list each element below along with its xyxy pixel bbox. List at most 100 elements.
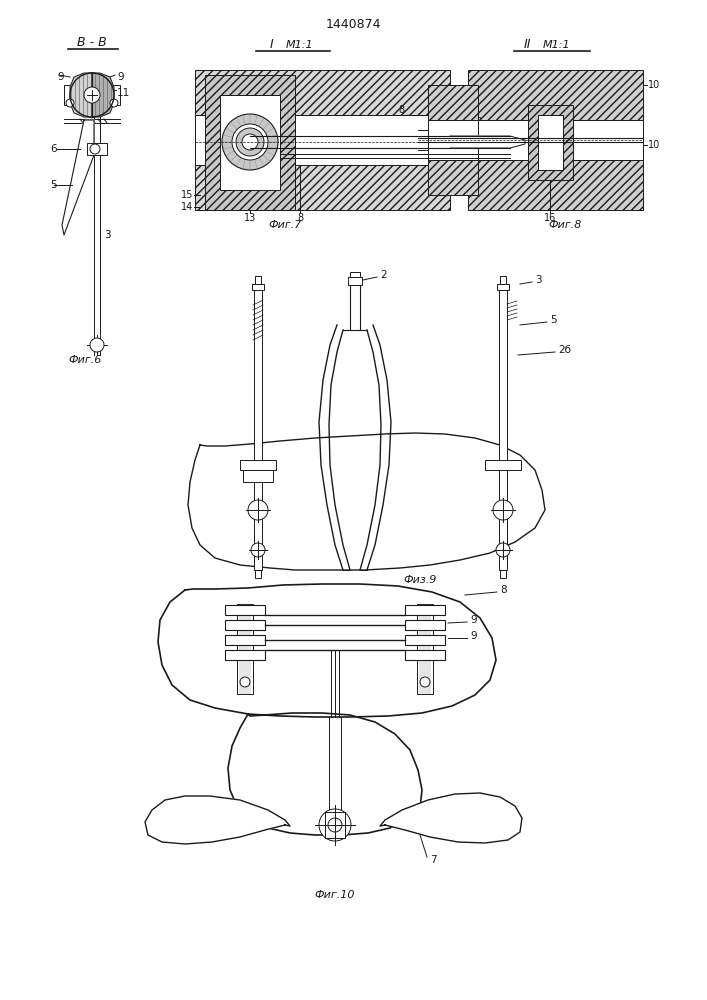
- Circle shape: [420, 677, 430, 687]
- Text: 11: 11: [117, 88, 130, 98]
- Text: 2б: 2б: [558, 345, 571, 355]
- Bar: [195, 165, 450, 210]
- Circle shape: [90, 338, 104, 352]
- Circle shape: [248, 500, 268, 520]
- Circle shape: [251, 543, 265, 557]
- Circle shape: [110, 99, 118, 107]
- Bar: [112, 85, 120, 105]
- Text: 5: 5: [550, 315, 556, 325]
- Bar: [87, 143, 107, 155]
- Text: 16: 16: [544, 213, 556, 223]
- Bar: [497, 284, 509, 290]
- Bar: [428, 120, 478, 160]
- Polygon shape: [188, 433, 545, 570]
- Text: М1:1: М1:1: [286, 40, 314, 50]
- Circle shape: [70, 73, 114, 117]
- Bar: [350, 272, 360, 277]
- Bar: [254, 285, 262, 570]
- Text: Фиг.10: Фиг.10: [315, 890, 355, 900]
- Bar: [205, 75, 295, 210]
- Bar: [405, 635, 445, 645]
- Polygon shape: [380, 793, 522, 843]
- Text: 8: 8: [475, 117, 481, 127]
- Text: 3: 3: [104, 230, 110, 240]
- Text: Фиг.6: Фиг.6: [69, 355, 102, 365]
- Bar: [240, 460, 276, 470]
- Circle shape: [328, 818, 342, 832]
- Circle shape: [222, 114, 278, 170]
- Text: I: I: [270, 38, 274, 51]
- Bar: [225, 605, 265, 615]
- Bar: [485, 460, 521, 470]
- Polygon shape: [70, 73, 92, 117]
- Text: 8: 8: [297, 213, 303, 223]
- Text: II: II: [523, 38, 531, 51]
- Bar: [220, 95, 280, 190]
- Circle shape: [496, 543, 510, 557]
- Circle shape: [319, 809, 351, 841]
- Bar: [255, 570, 261, 578]
- Text: 10: 10: [648, 140, 660, 150]
- Bar: [252, 284, 264, 290]
- Text: 2: 2: [380, 270, 387, 280]
- Text: Фиг.7: Фиг.7: [269, 220, 302, 230]
- Circle shape: [236, 128, 264, 156]
- Circle shape: [493, 500, 513, 520]
- Polygon shape: [158, 584, 496, 717]
- Circle shape: [84, 87, 100, 103]
- Polygon shape: [92, 73, 114, 117]
- Polygon shape: [450, 136, 525, 148]
- Bar: [428, 160, 478, 195]
- Bar: [468, 70, 643, 120]
- Bar: [225, 635, 265, 645]
- Text: 13: 13: [244, 213, 256, 223]
- Bar: [538, 115, 563, 170]
- Text: 9: 9: [470, 615, 477, 625]
- Bar: [195, 70, 450, 115]
- Text: 8: 8: [500, 585, 507, 595]
- Polygon shape: [145, 796, 290, 844]
- Circle shape: [242, 134, 258, 150]
- Bar: [243, 470, 273, 482]
- Bar: [417, 604, 433, 694]
- Text: 14: 14: [181, 202, 193, 212]
- Bar: [225, 620, 265, 630]
- Text: 1440874: 1440874: [325, 18, 381, 31]
- Bar: [325, 812, 345, 838]
- Bar: [405, 650, 445, 660]
- Text: 9: 9: [470, 631, 477, 641]
- Text: 9: 9: [57, 72, 64, 82]
- Bar: [64, 85, 72, 105]
- Polygon shape: [228, 713, 422, 835]
- Bar: [528, 105, 573, 180]
- Bar: [225, 650, 265, 660]
- Text: М1:1: М1:1: [543, 40, 571, 50]
- Bar: [428, 85, 478, 120]
- Circle shape: [232, 124, 268, 160]
- Bar: [499, 285, 507, 570]
- Bar: [500, 570, 506, 578]
- Circle shape: [240, 677, 250, 687]
- Bar: [195, 115, 450, 165]
- Circle shape: [90, 144, 100, 154]
- Text: 10: 10: [648, 80, 660, 90]
- Text: Фиг.8: Фиг.8: [549, 220, 582, 230]
- Bar: [405, 620, 445, 630]
- Bar: [405, 605, 445, 615]
- Text: 7: 7: [430, 855, 437, 865]
- Bar: [255, 276, 261, 284]
- Text: 9: 9: [117, 72, 124, 82]
- Polygon shape: [62, 120, 94, 235]
- Text: 5: 5: [50, 180, 57, 190]
- Text: B - B: B - B: [77, 35, 107, 48]
- Bar: [468, 120, 643, 160]
- Bar: [500, 276, 506, 284]
- Text: 3: 3: [535, 275, 542, 285]
- Bar: [348, 277, 362, 285]
- Text: 8: 8: [398, 105, 404, 115]
- Bar: [468, 160, 643, 210]
- Text: Физ.9: Физ.9: [403, 575, 437, 585]
- Text: 6: 6: [50, 144, 57, 154]
- Circle shape: [66, 99, 74, 107]
- Bar: [237, 604, 253, 694]
